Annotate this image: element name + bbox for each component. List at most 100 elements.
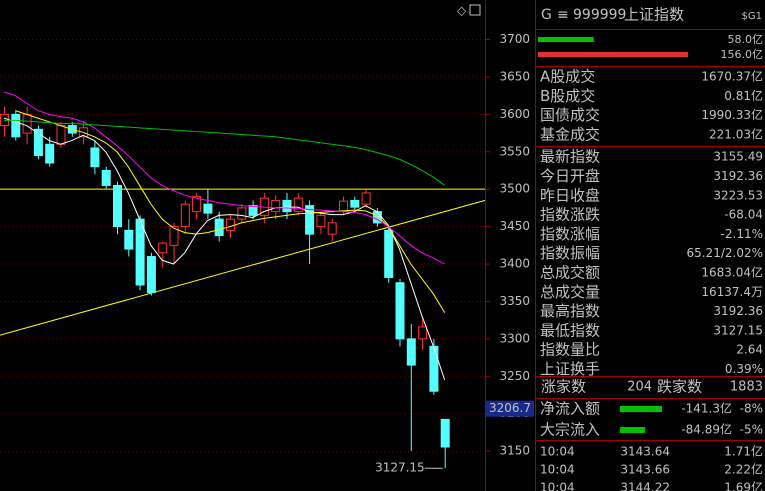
stat-value: 3155.49 (713, 150, 763, 164)
down-label: 跌家数 (657, 378, 702, 396)
candle-body (350, 199, 360, 208)
candle-body (418, 326, 428, 340)
candle-body (124, 229, 134, 250)
stat-value: 0.81亿 (724, 88, 763, 103)
y-tick-label: 3600 (499, 107, 530, 121)
y-tick-label: 3550 (499, 144, 530, 158)
candle-body (203, 203, 213, 214)
amount-bar (538, 52, 688, 57)
candle-body (146, 256, 156, 293)
y-tick-label: 3650 (499, 69, 530, 83)
y-tick-label: 3700 (499, 32, 530, 46)
candle-body (406, 338, 416, 366)
stat-value: 3223.53 (713, 188, 763, 202)
stat-value: -68.04 (724, 208, 763, 222)
amount-bar (538, 37, 594, 42)
candle-body (45, 143, 55, 164)
candle-body (293, 197, 303, 213)
stat-label: 基金成交 (540, 125, 600, 143)
y-tick-label: 3400 (499, 257, 530, 271)
stat-value: 16137.4万 (701, 285, 763, 299)
stat-label: 指数涨跌 (540, 206, 600, 224)
stat-label: 昨日收盘 (540, 186, 600, 204)
down-count: 1883 (730, 380, 763, 395)
name: 上证指数 (624, 6, 684, 24)
candle-body (113, 184, 122, 228)
icon-square[interactable] (469, 4, 481, 16)
candle-body (11, 113, 21, 138)
trade-price: 3143.66 (620, 463, 670, 477)
cursor-box (486, 400, 534, 417)
candle-body (271, 199, 281, 213)
stat-label: 指数振幅 (540, 244, 600, 262)
stat-label: 总成交额 (540, 264, 600, 282)
stat-label: 指数涨幅 (540, 225, 600, 243)
stat-value: -2.11% (721, 227, 763, 241)
y-tick-label: 3350 (499, 294, 530, 308)
average-line (4, 119, 445, 186)
flow-label: 净流入额 (540, 400, 600, 418)
candle-body (361, 192, 371, 205)
note-label: 3127.15 (375, 461, 425, 475)
stat-value: 3127.15 (713, 323, 763, 337)
candle-body (395, 282, 405, 340)
stat-value: 1670.37亿 (701, 69, 763, 84)
trade-volume: 1.71亿 (724, 444, 763, 459)
flow-bar (620, 427, 646, 433)
flow-label: 大宗流入 (540, 421, 600, 439)
candle-body (214, 218, 224, 237)
candle-body (90, 147, 100, 168)
y-tick-label: 3150 (499, 444, 530, 458)
flow-pct: -5% (740, 423, 763, 437)
candle-body (158, 242, 168, 254)
stat-label: B股成交 (540, 87, 595, 105)
trade-time: 10:04 (540, 445, 575, 459)
stat-value: 1683.04亿 (701, 265, 763, 280)
y-tick-label: 3450 (499, 219, 530, 233)
stat-label: 国债成交 (540, 106, 600, 124)
cursor-label: 3206.7 (489, 401, 531, 415)
candle-body (135, 218, 145, 286)
amount-label: 156.0亿 (721, 48, 764, 61)
icon-diamond[interactable]: ◇ (457, 4, 467, 18)
flow-value: -84.89亿 (681, 422, 732, 437)
candle-body (180, 203, 190, 228)
candle-body (169, 226, 179, 246)
stat-value: 2.64 (736, 343, 763, 357)
trade-time: 10:04 (540, 481, 575, 491)
stat-value: 3192.36 (713, 169, 763, 183)
flow-value: -141.3亿 (681, 401, 732, 416)
stat-value: 221.03亿 (709, 126, 763, 141)
trade-time: 10:04 (540, 463, 575, 477)
stat-label: 指数量比 (540, 341, 600, 359)
y-tick-label: 3300 (499, 331, 530, 345)
stat-label: A股成交 (540, 68, 595, 86)
trade-volume: 2.22亿 (724, 462, 763, 477)
stat-label: 上证换手 (540, 360, 600, 378)
y-tick-label: 3500 (499, 182, 530, 196)
stat-value: 1990.33亿 (701, 107, 763, 122)
tag: $G1 (742, 11, 762, 22)
trend-line (0, 199, 486, 336)
trade-volume: 1.69亿 (724, 480, 763, 491)
flow-pct: -8% (740, 402, 763, 416)
average-line (15, 110, 446, 313)
stat-value: 65.21/2.02% (686, 246, 763, 260)
flow-bar (620, 406, 662, 412)
up-count: 204 (627, 380, 652, 395)
candle-body (226, 218, 235, 231)
stat-label: 最低指数 (540, 321, 600, 339)
code: 999999 (573, 7, 626, 23)
candle-body (192, 196, 202, 213)
candle-body (316, 214, 326, 228)
stat-label: 总成交量 (540, 283, 600, 301)
stat-label: 今日开盘 (540, 167, 600, 185)
candle-body (56, 125, 66, 145)
candle-body (22, 113, 32, 134)
menu[interactable]: ≡ (557, 7, 569, 23)
trade-price: 3143.64 (620, 445, 670, 459)
market: G (541, 7, 552, 23)
amount-label: 58.0亿 (728, 33, 764, 46)
candle-body (33, 128, 43, 157)
